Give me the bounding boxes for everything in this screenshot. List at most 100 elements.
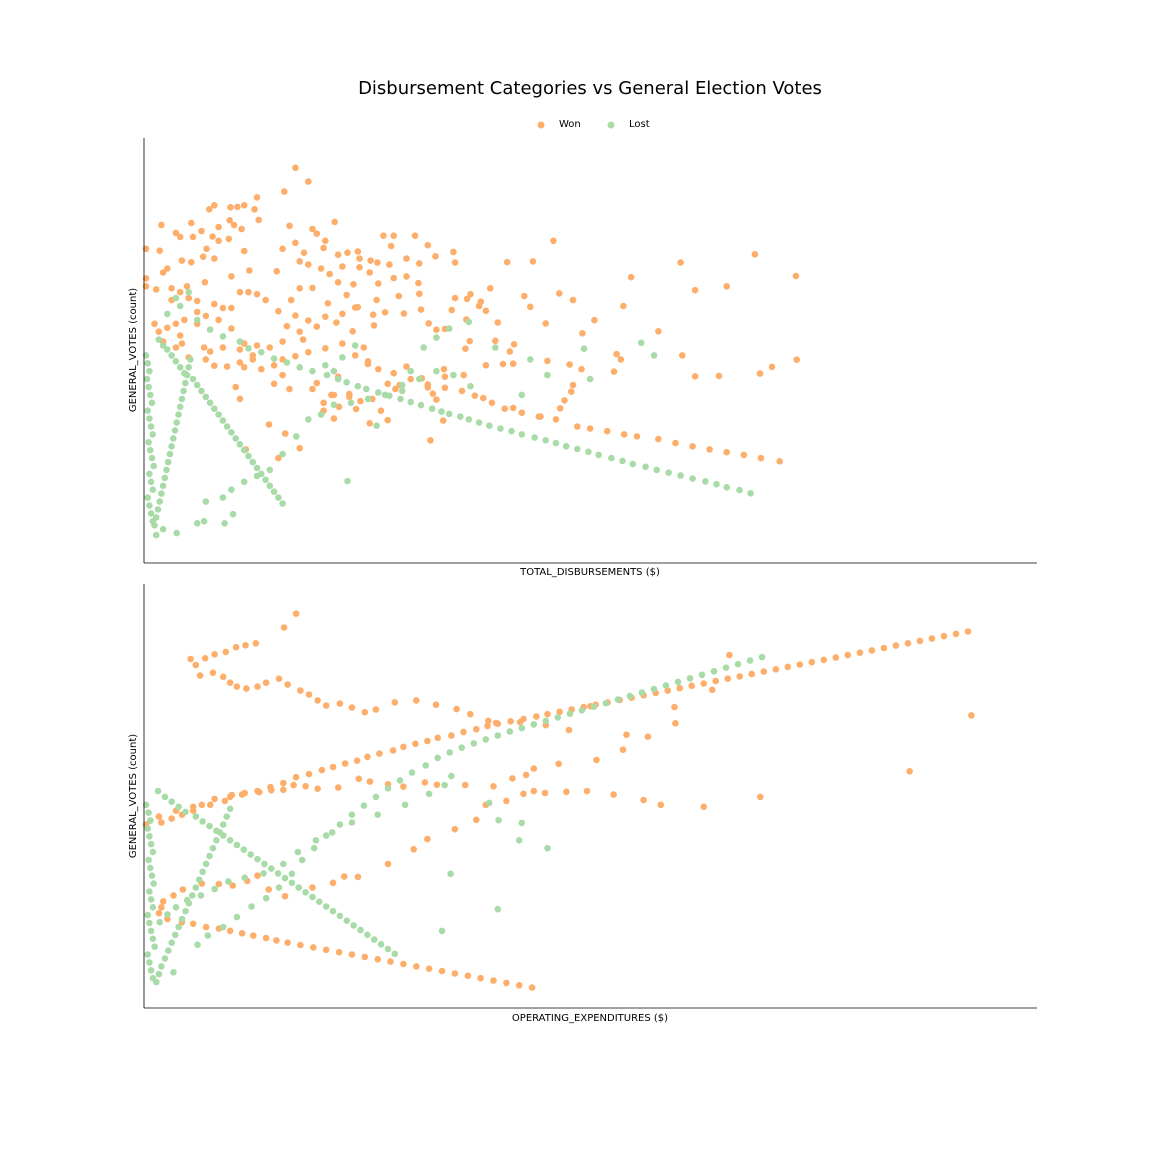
data-point-won [441, 384, 449, 392]
data-point-lost [552, 439, 560, 447]
data-point-won [364, 753, 371, 761]
data-point-won [192, 661, 200, 669]
data-point-lost [343, 917, 351, 924]
data-point-won [243, 685, 250, 692]
data-point-won [249, 356, 257, 363]
data-point-lost [193, 381, 201, 389]
data-point-lost [595, 451, 602, 459]
data-point-won [334, 251, 342, 258]
data-point-lost [608, 454, 615, 462]
data-point-won [209, 233, 216, 240]
data-point-won [246, 267, 253, 274]
data-point-lost [542, 717, 550, 725]
data-point-won [329, 879, 337, 887]
data-point-lost [758, 653, 766, 661]
data-point-won [367, 257, 374, 264]
data-point-won [334, 279, 342, 286]
data-point-won [236, 346, 244, 353]
data-point-lost [219, 832, 227, 839]
data-point-won [381, 309, 389, 316]
data-point-lost [149, 904, 157, 911]
data-point-won [164, 324, 171, 332]
data-point-lost [339, 354, 346, 361]
data-point-lost [181, 369, 188, 377]
data-point-won [772, 666, 780, 673]
data-point-won [633, 433, 641, 440]
data-point-won [413, 963, 420, 970]
data-point-won [296, 328, 304, 336]
data-point-won [292, 352, 299, 360]
data-point-won [189, 233, 197, 241]
data-point-lost [168, 352, 175, 359]
data-point-won [427, 437, 434, 444]
data-point-won [488, 399, 496, 407]
data-point-lost [391, 950, 399, 958]
data-point-won [384, 860, 392, 868]
data-point-lost [396, 777, 404, 784]
data-point-lost [149, 935, 157, 943]
data-point-won [691, 286, 699, 294]
data-point-lost [146, 502, 153, 509]
data-point-lost [173, 529, 180, 537]
data-point-won [832, 654, 840, 661]
data-point-won [389, 747, 397, 754]
data-point-won [309, 884, 316, 891]
data-point-won [473, 816, 480, 824]
data-point-won [164, 915, 171, 923]
data-point-won [305, 317, 312, 324]
data-point-won [251, 206, 258, 213]
data-point-lost [164, 310, 171, 318]
data-point-lost [144, 360, 151, 367]
data-point-won [482, 307, 490, 315]
data-point-won [424, 241, 432, 249]
data-point-won [283, 322, 291, 330]
data-point-lost [294, 848, 302, 856]
data-point-lost [149, 431, 157, 438]
data-point-lost [261, 860, 268, 868]
data-point-won [410, 846, 418, 853]
data-point-won [640, 796, 647, 804]
data-point-won [529, 258, 537, 265]
data-point-won [275, 675, 283, 682]
data-point-won [748, 670, 755, 678]
data-point-won [238, 791, 246, 798]
data-point-won [556, 290, 563, 297]
data-point-won [346, 390, 353, 398]
data-point-won [433, 326, 440, 334]
data-point-lost [323, 371, 331, 379]
data-point-lost [642, 463, 649, 471]
data-point-won [676, 684, 683, 692]
data-point-won [219, 673, 227, 681]
data-point-lost [213, 837, 220, 844]
data-point-won [450, 248, 457, 256]
data-point-lost [619, 457, 626, 465]
data-point-lost [508, 427, 515, 435]
data-point-lost [215, 411, 222, 418]
data-point-lost [158, 490, 165, 497]
data-point-won [416, 290, 423, 298]
data-point-lost [249, 458, 257, 466]
data-point-lost [206, 326, 214, 334]
data-point-lost [211, 885, 218, 893]
data-point-won [490, 977, 497, 984]
data-point-won [411, 232, 419, 239]
data-point-won [644, 733, 652, 740]
data-point-lost [578, 707, 586, 714]
data-point-won [176, 288, 184, 296]
data-point-won [521, 292, 528, 300]
data-point-lost [316, 898, 323, 905]
data-point-lost [151, 943, 158, 950]
data-point-won [448, 732, 455, 739]
data-point-won [226, 217, 233, 224]
data-point-won [792, 272, 800, 280]
data-point-lost [495, 816, 502, 824]
data-point-won [366, 778, 374, 785]
data-point-lost [219, 821, 227, 828]
data-point-won [164, 265, 171, 272]
data-point-won [691, 373, 699, 380]
data-point-lost [147, 391, 154, 399]
data-point-won [509, 360, 517, 368]
data-point-won [610, 368, 618, 375]
x-axis-label: TOTAL_DISBURSEMENTS ($) [519, 567, 660, 578]
data-point-won [228, 325, 235, 332]
